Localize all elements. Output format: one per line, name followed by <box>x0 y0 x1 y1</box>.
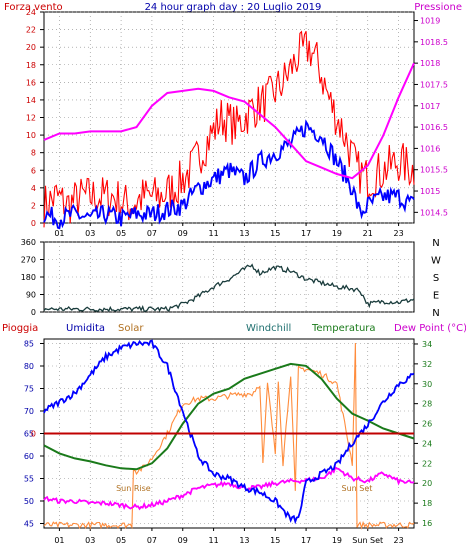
wind-axis-tick-label: 12 <box>26 114 36 123</box>
temp-x-tick-label: Sun Set <box>352 536 383 545</box>
temp-x-tick-label: 03 <box>85 536 95 545</box>
wind-x-tick-label: 19 <box>332 229 342 238</box>
legend-dew-point: Dew Point (°C) <box>394 323 466 334</box>
wind-x-tick-label: 05 <box>116 229 126 238</box>
wind-axis-tick-label: 6 <box>31 166 36 175</box>
temp-x-tick-label: 13 <box>239 536 249 545</box>
legend-pioggia: Pioggia <box>2 323 38 334</box>
wind-axis-tick-label: 0 <box>31 219 36 228</box>
legend-solar: Solar <box>118 323 144 334</box>
wind-x-tick-label: 11 <box>208 229 218 238</box>
temperature-series <box>43 362 415 471</box>
wind-x-tick-label: 03 <box>85 229 95 238</box>
temperature-axis-tick-label: 24 <box>422 439 432 448</box>
temperature-axis-tick-label: 26 <box>422 420 432 429</box>
temp-x-tick-label: 05 <box>116 536 126 545</box>
wind-axis-tick-label: 16 <box>26 78 36 87</box>
wind-x-tick-label: 15 <box>270 229 280 238</box>
wind-average-series <box>43 119 415 230</box>
sun-annotation-label: Sun Set <box>342 484 373 493</box>
humidity-series <box>43 339 415 525</box>
wind-axis-tick-label: 4 <box>31 184 36 193</box>
humidity-axis-tick-label: 85 <box>24 340 34 349</box>
temperature-axis-tick-label: 30 <box>422 380 432 389</box>
temp-x-tick-label: 11 <box>208 536 218 545</box>
humidity-axis-tick-label: 55 <box>24 475 34 484</box>
pressure-axis-tick-label: 1018 <box>420 59 440 68</box>
direction-axis-tick-label: 270 <box>21 256 36 265</box>
temperature-axis-tick-label: 20 <box>422 479 432 488</box>
direction-axis-tick-label: 0 <box>31 308 36 317</box>
wind-axis-tick-label: 10 <box>26 131 36 140</box>
wind-axis-tick-label: 20 <box>26 43 36 52</box>
wind-direction-series <box>43 263 415 313</box>
sun-annotation-label: Sun Rise <box>116 484 151 493</box>
wind-x-tick-label: 21 <box>363 229 373 238</box>
wind-x-tick-label: 01 <box>54 229 64 238</box>
direction-axis-tick-label: 180 <box>21 273 36 282</box>
humidity-axis-tick-label: 65 <box>24 430 34 439</box>
temp-x-tick-label: 19 <box>332 536 342 545</box>
wind-axis-tick-label: 18 <box>26 61 36 70</box>
pressure-axis-tick-label: 1015.5 <box>420 166 448 175</box>
temperature-axis-tick-label: 22 <box>422 459 432 468</box>
direction-axis-tick-label: 90 <box>26 291 36 300</box>
wind-axis-tick-label: 24 <box>26 8 36 17</box>
wind-x-tick-label: 13 <box>239 229 249 238</box>
pressure-axis-tick-label: 1016 <box>420 144 440 153</box>
pressure-axis-tick-label: 1015 <box>420 187 440 196</box>
legend-windchill: Windchill <box>246 323 291 334</box>
solar-series <box>43 342 415 530</box>
wind-x-tick-label: 23 <box>393 229 403 238</box>
temperature-axis-tick-label: 18 <box>422 499 432 508</box>
humidity-axis-tick-label: 60 <box>24 452 34 461</box>
pressure-axis-tick-label: 1014.5 <box>420 208 448 217</box>
temperature-axis-tick-label: 16 <box>422 519 432 528</box>
temperature-axis-tick-label: 34 <box>422 340 432 349</box>
wind-axis-tick-label: 14 <box>26 96 36 105</box>
humidity-axis-tick-label: 45 <box>24 520 34 529</box>
rain-axis-tick-label: 0 <box>31 430 36 439</box>
compass-label: N <box>432 308 439 319</box>
temp-x-tick-label: 07 <box>147 536 157 545</box>
direction-axis-tick-label: 360 <box>21 238 36 247</box>
wind-axis-tick-label: 8 <box>31 149 36 158</box>
temperature-axis-tick-label: 28 <box>422 400 432 409</box>
chart-title: 24 hour graph day : 20 Luglio 2019 <box>145 2 322 13</box>
wind-speed-series <box>43 30 415 228</box>
wind-axis-title: Forza vento <box>4 2 63 13</box>
wind-x-tick-label: 09 <box>178 229 188 238</box>
temp-x-tick-label: 23 <box>393 536 403 545</box>
wind-x-tick-label: 17 <box>301 229 311 238</box>
wind-axis-tick-label: 22 <box>26 26 36 35</box>
humidity-axis-tick-label: 50 <box>24 497 34 506</box>
wind-axis-tick-label: 2 <box>31 201 36 210</box>
humidity-axis-tick-label: 80 <box>24 362 34 371</box>
pressure-axis-tick-label: 1019 <box>420 17 440 26</box>
compass-label: S <box>433 273 439 284</box>
pressure-axis-title: Pressione <box>414 2 462 13</box>
humidity-axis-tick-label: 75 <box>24 385 34 394</box>
compass-label: W <box>431 256 441 267</box>
humidity-axis-tick-label: 70 <box>24 407 34 416</box>
legend-temperatura: Temperatura <box>311 323 376 334</box>
dew-point-series <box>43 466 415 511</box>
pressure-axis-tick-label: 1016.5 <box>420 123 448 132</box>
wind-x-tick-label: 07 <box>147 229 157 238</box>
pressure-axis-tick-label: 1017.5 <box>420 80 448 89</box>
compass-label: E <box>433 291 439 302</box>
pressure-axis-tick-label: 1017 <box>420 102 440 111</box>
temp-x-tick-label: 17 <box>301 536 311 545</box>
pressure-axis-tick-label: 1018.5 <box>420 38 448 47</box>
temp-x-tick-label: 01 <box>54 536 64 545</box>
temp-x-tick-label: 15 <box>270 536 280 545</box>
legend-umidita: Umidita <box>66 323 105 334</box>
pressure-series <box>43 62 415 180</box>
temperature-axis-tick-label: 32 <box>422 360 432 369</box>
temp-x-tick-label: 09 <box>178 536 188 545</box>
compass-label: N <box>432 238 439 249</box>
